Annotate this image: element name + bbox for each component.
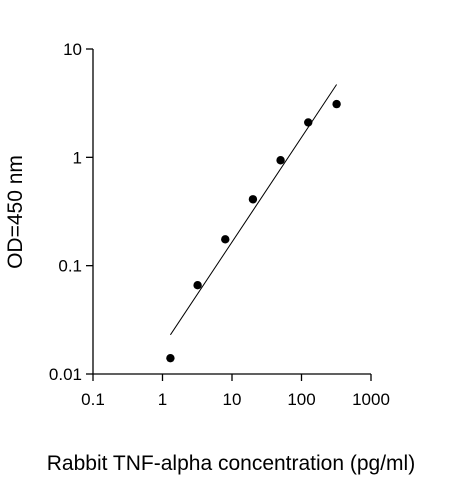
data-point <box>166 353 175 363</box>
y-tick-label: 10 <box>63 40 82 59</box>
x-axis-title: Rabbit TNF-alpha concentration (pg/ml) <box>47 452 415 475</box>
y-tick-label: 0.1 <box>58 257 82 276</box>
data-point <box>276 156 285 165</box>
data-point <box>193 281 202 290</box>
data-point <box>332 99 341 109</box>
data-point <box>221 235 230 244</box>
y-tick-label: 0.01 <box>49 365 82 384</box>
data-point <box>248 195 258 204</box>
x-tick-label: 100 <box>287 390 315 409</box>
x-tick-label: 1000 <box>352 390 390 409</box>
y-axis-title: OD=450 nm <box>4 155 27 269</box>
x-tick-label: 0.1 <box>81 390 105 409</box>
axes-layer <box>92 49 371 375</box>
ticks-layer: 0.01 0.1 1 10 0.1 1 10 100 1000 <box>49 40 390 409</box>
x-tick-label: 1 <box>158 390 167 409</box>
data-points-layer <box>166 99 341 363</box>
y-tick-label: 1 <box>73 148 82 167</box>
x-tick-label: 10 <box>223 390 242 409</box>
data-point <box>304 118 313 127</box>
